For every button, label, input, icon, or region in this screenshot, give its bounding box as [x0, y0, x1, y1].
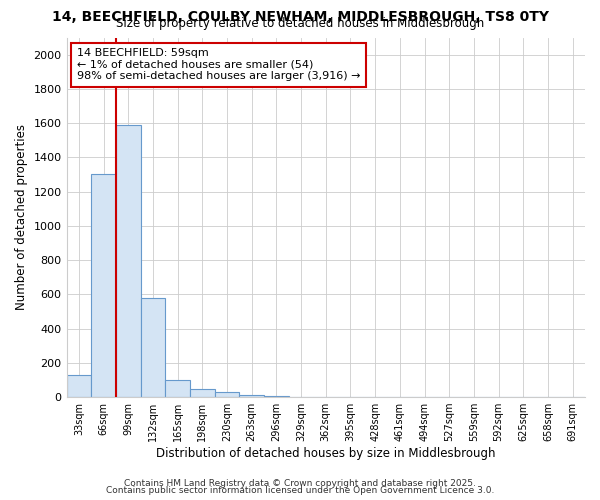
- Bar: [165, 380, 190, 397]
- Text: 14, BEECHFIELD, COULBY NEWHAM, MIDDLESBROUGH, TS8 0TY: 14, BEECHFIELD, COULBY NEWHAM, MIDDLESBR…: [52, 10, 548, 24]
- Text: Contains public sector information licensed under the Open Government Licence 3.: Contains public sector information licen…: [106, 486, 494, 495]
- Bar: [67, 375, 91, 397]
- Bar: [239, 394, 264, 397]
- Bar: [116, 125, 140, 397]
- Bar: [264, 396, 289, 397]
- X-axis label: Distribution of detached houses by size in Middlesbrough: Distribution of detached houses by size …: [156, 447, 496, 460]
- Text: Contains HM Land Registry data © Crown copyright and database right 2025.: Contains HM Land Registry data © Crown c…: [124, 478, 476, 488]
- Bar: [289, 396, 313, 397]
- Text: Size of property relative to detached houses in Middlesbrough: Size of property relative to detached ho…: [116, 18, 484, 30]
- Bar: [91, 174, 116, 397]
- Bar: [140, 298, 165, 397]
- Bar: [190, 388, 215, 397]
- Y-axis label: Number of detached properties: Number of detached properties: [15, 124, 28, 310]
- Text: 14 BEECHFIELD: 59sqm
← 1% of detached houses are smaller (54)
98% of semi-detach: 14 BEECHFIELD: 59sqm ← 1% of detached ho…: [77, 48, 361, 82]
- Bar: [215, 392, 239, 397]
